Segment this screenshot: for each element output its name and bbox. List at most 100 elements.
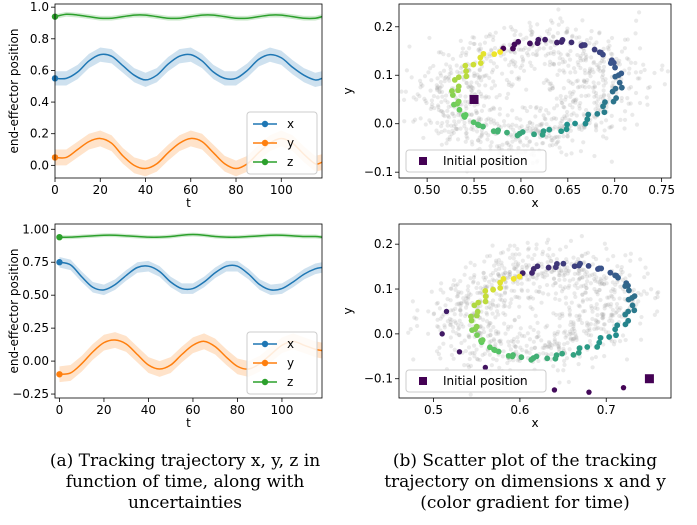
cloud-point	[601, 88, 606, 93]
cloud-point	[555, 134, 560, 140]
cloud-point	[638, 69, 643, 75]
cloud-point	[617, 58, 622, 63]
cloud-point	[507, 269, 512, 275]
cloud-point	[583, 56, 588, 61]
cloud-point	[599, 312, 604, 317]
caption-a: (a) Tracking trajectory x, y, z in funct…	[20, 451, 350, 514]
cloud-point	[610, 294, 615, 299]
trajectory-point	[612, 64, 618, 71]
trajectory-point	[568, 39, 575, 46]
cloud-point	[623, 253, 628, 258]
cloud-point	[451, 282, 456, 288]
cloud-point	[422, 96, 427, 101]
cloud-point	[521, 57, 526, 62]
cloud-point	[553, 291, 559, 296]
cloud-point	[564, 30, 569, 35]
cloud-point	[624, 357, 630, 362]
cloud-point	[591, 114, 596, 119]
cloud-point	[571, 277, 576, 282]
cloud-point	[610, 52, 615, 57]
trajectory-point	[497, 285, 504, 291]
cloud-point	[623, 276, 628, 281]
cloud-point	[548, 87, 553, 93]
cloud-point	[475, 281, 481, 286]
cloud-point	[438, 356, 443, 361]
cloud-point	[557, 380, 562, 385]
cloud-point	[544, 29, 550, 34]
x-tick-label: 100	[270, 183, 293, 197]
cloud-point	[426, 331, 431, 336]
y-tick-label: 0.1	[374, 68, 393, 82]
cloud-point	[439, 83, 444, 88]
cloud-point	[456, 289, 461, 295]
cloud-point	[578, 317, 583, 322]
cloud-point	[494, 64, 499, 69]
cloud-point	[544, 41, 549, 47]
cloud-point	[540, 251, 545, 257]
cloud-point	[580, 275, 585, 280]
cloud-point	[587, 70, 592, 75]
cloud-point	[548, 39, 554, 45]
cloud-point	[474, 129, 480, 134]
cloud-point	[525, 126, 530, 131]
cloud-point	[547, 86, 552, 91]
cloud-point	[626, 71, 632, 76]
cloud-point	[471, 86, 476, 91]
x-tick-label: 80	[230, 403, 245, 417]
cloud-point	[577, 106, 582, 111]
cloud-point	[466, 291, 472, 296]
cloud-point	[577, 271, 582, 276]
cloud-point	[529, 346, 534, 351]
cloud-point	[441, 68, 447, 73]
cloud-point	[612, 287, 617, 293]
cloud-point	[559, 118, 564, 124]
cloud-point	[546, 344, 551, 349]
trajectory-point	[585, 263, 592, 269]
cloud-point	[566, 285, 571, 290]
cloud-point	[594, 100, 599, 105]
cloud-point	[491, 34, 496, 39]
cloud-point	[524, 35, 529, 40]
cloud-point	[605, 257, 610, 262]
cloud-point	[516, 314, 521, 320]
cloud-point	[471, 73, 476, 79]
cloud-point	[592, 287, 597, 292]
cloud-point	[557, 312, 562, 317]
cloud-point	[474, 110, 479, 116]
cloud-point	[472, 263, 477, 268]
cloud-point	[601, 64, 607, 69]
cloud-point	[508, 125, 513, 130]
cloud-point	[497, 144, 502, 149]
cloud-point	[570, 99, 576, 105]
y-axis-label: end-effector position	[7, 29, 21, 154]
cloud-point	[577, 268, 582, 274]
cloud-point	[592, 153, 597, 159]
cloud-point	[530, 29, 535, 35]
cloud-point	[568, 128, 573, 133]
cloud-point	[457, 70, 462, 76]
cloud-point	[584, 38, 590, 43]
cloud-point	[486, 133, 491, 138]
cloud-point	[564, 257, 569, 262]
cloud-point	[510, 252, 515, 257]
cloud-point	[555, 368, 560, 373]
cloud-point	[466, 333, 471, 338]
cloud-point	[519, 288, 525, 294]
cloud-point	[503, 57, 508, 62]
cloud-point	[582, 79, 587, 84]
cloud-point	[482, 351, 487, 356]
trajectory-point	[539, 131, 546, 138]
trajectory-point	[486, 344, 493, 351]
cloud-point	[587, 326, 592, 331]
cloud-point	[601, 313, 606, 318]
cloud-point	[479, 132, 484, 138]
cloud-point	[438, 80, 443, 85]
legend-label-initial-position: Initial position	[443, 374, 528, 388]
cloud-point	[534, 49, 539, 54]
cloud-point	[435, 95, 440, 100]
cloud-point	[547, 27, 553, 32]
cloud-point	[597, 65, 602, 70]
cloud-point	[452, 347, 457, 352]
cloud-point	[437, 345, 442, 350]
cloud-point	[458, 279, 463, 284]
